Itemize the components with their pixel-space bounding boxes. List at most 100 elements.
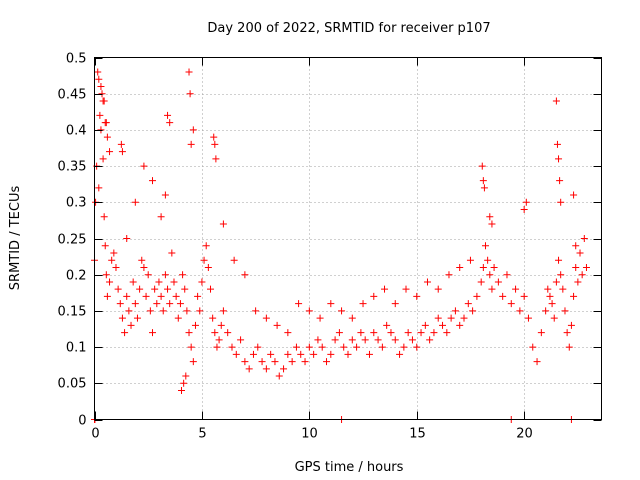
data-point — [172, 292, 180, 300]
data-point — [522, 198, 530, 206]
data-point — [565, 343, 573, 351]
data-point — [423, 278, 431, 286]
data-point — [553, 140, 561, 148]
data-point — [166, 119, 174, 127]
data-point — [359, 300, 367, 308]
data-point — [378, 343, 386, 351]
data-point — [533, 358, 541, 366]
data-point — [512, 285, 520, 293]
data-point — [434, 314, 442, 322]
data-point — [381, 285, 389, 293]
data-point — [144, 271, 152, 279]
data-point — [507, 300, 515, 308]
data-point — [153, 300, 161, 308]
data-point — [217, 321, 225, 329]
data-point — [580, 235, 588, 242]
data-point — [365, 350, 373, 358]
data-point — [140, 162, 148, 170]
data-point — [557, 271, 565, 279]
data-point — [520, 206, 528, 214]
data-point — [204, 263, 212, 271]
data-point — [228, 343, 236, 351]
data-point — [200, 256, 208, 264]
data-point — [211, 140, 219, 148]
data-point — [168, 249, 176, 257]
data-point — [196, 307, 204, 315]
data-point — [555, 155, 563, 163]
data-point — [469, 307, 477, 315]
data-point — [267, 350, 275, 358]
data-point — [108, 256, 116, 264]
data-point — [191, 321, 199, 329]
data-point — [529, 343, 537, 351]
x-tick-label: 20 — [516, 427, 533, 442]
data-point — [219, 307, 227, 315]
data-point — [421, 321, 429, 329]
y-tick-label: 0.1 — [66, 341, 87, 356]
data-point — [478, 162, 486, 170]
data-point — [110, 249, 118, 257]
data-point — [480, 184, 488, 192]
data-point — [284, 329, 292, 337]
y-tick-label: 0 — [78, 414, 86, 429]
data-point — [479, 177, 487, 185]
data-point — [142, 292, 150, 300]
data-point — [101, 242, 109, 250]
data-point — [391, 336, 399, 344]
data-point — [524, 314, 532, 322]
data-point — [305, 343, 313, 351]
y-tick-label: 0.5 — [66, 52, 87, 67]
data-point — [138, 256, 146, 264]
data-point — [94, 68, 102, 76]
data-point — [125, 307, 133, 315]
data-point — [387, 329, 395, 337]
data-point — [254, 343, 262, 351]
data-point — [561, 307, 569, 315]
data-point — [95, 75, 103, 83]
data-point — [207, 285, 215, 293]
data-point — [357, 329, 365, 337]
data-point — [464, 300, 472, 308]
data-point — [572, 242, 580, 250]
data-point — [118, 314, 126, 322]
plot-frame — [94, 57, 602, 420]
data-point — [439, 321, 447, 329]
data-point — [258, 358, 266, 366]
x-tick-label: 10 — [301, 427, 318, 442]
data-point — [102, 271, 110, 279]
data-point — [174, 314, 182, 322]
data-point — [157, 292, 165, 300]
data-point — [149, 177, 157, 185]
data-point — [131, 198, 139, 206]
data-point — [445, 271, 453, 279]
data-point — [481, 242, 489, 250]
data-point — [288, 358, 296, 366]
data-point — [202, 242, 210, 250]
data-point — [402, 285, 410, 293]
data-point — [103, 133, 111, 141]
data-point — [574, 278, 582, 286]
x-axis-label: GPS time / hours — [295, 460, 404, 475]
data-point — [161, 271, 169, 279]
data-point — [95, 184, 103, 192]
data-point — [241, 271, 249, 279]
data-point — [460, 314, 468, 322]
data-point — [494, 278, 502, 286]
data-point — [546, 292, 554, 300]
data-point — [305, 307, 313, 315]
data-point — [484, 256, 492, 264]
data-point — [262, 365, 270, 373]
data-point — [118, 148, 126, 156]
data-point — [100, 213, 108, 221]
data-point — [280, 365, 288, 373]
x-tick-label: 5 — [198, 427, 206, 442]
data-point — [209, 314, 217, 322]
data-point — [179, 271, 187, 279]
data-point — [146, 307, 154, 315]
y-tick-label: 0.4 — [66, 124, 87, 139]
data-point — [295, 300, 303, 308]
data-point — [284, 350, 292, 358]
data-point — [327, 350, 335, 358]
data-point — [232, 350, 240, 358]
data-point — [348, 336, 356, 344]
